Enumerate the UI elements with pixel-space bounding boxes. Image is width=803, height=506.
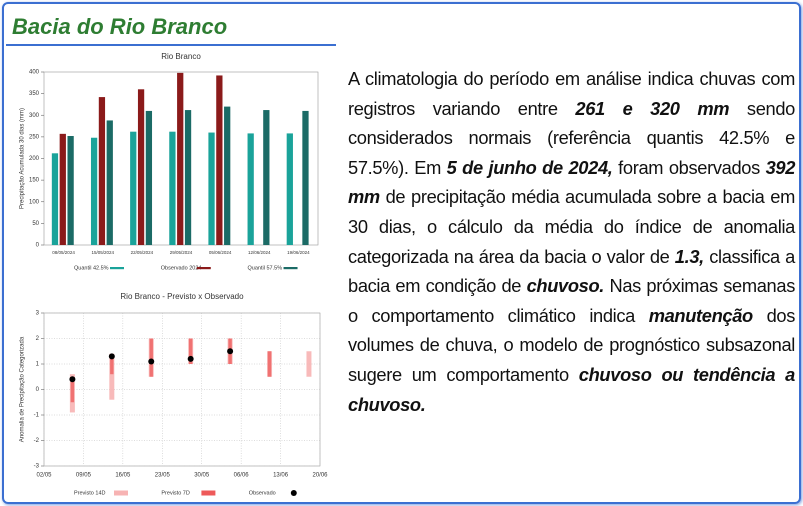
legend-label: Previsto 14D bbox=[74, 490, 106, 496]
range-bar bbox=[188, 338, 193, 364]
x-tick-label: 06/06 bbox=[234, 473, 250, 479]
emphasis: 1.3, bbox=[674, 245, 704, 267]
y-tick-label: 1 bbox=[36, 362, 40, 368]
bar bbox=[216, 75, 223, 246]
chart-title: Rio Branco - Previsto x Observado bbox=[120, 292, 244, 301]
y-tick-label: 100 bbox=[29, 199, 40, 205]
emphasis: 261 e 320 mm bbox=[575, 97, 730, 119]
x-tick-label: 23/05 bbox=[155, 473, 171, 479]
bar bbox=[67, 136, 74, 245]
legend-swatch bbox=[201, 490, 216, 496]
bar bbox=[51, 153, 59, 245]
bar bbox=[98, 97, 106, 246]
observed-point bbox=[69, 376, 76, 383]
legend-label: Previsto 7D bbox=[161, 490, 189, 496]
y-tick-label: 50 bbox=[32, 221, 39, 227]
bar bbox=[247, 133, 254, 245]
y-tick-label: 350 bbox=[29, 91, 40, 97]
range-bar bbox=[267, 351, 272, 377]
bar bbox=[224, 106, 231, 245]
range-bar bbox=[70, 376, 75, 403]
x-tick-label: 09/05 bbox=[76, 473, 92, 479]
bar bbox=[59, 133, 66, 245]
x-tick-label: 19/06/2024 bbox=[287, 250, 310, 255]
text-run: sendo considerados normais (referência q… bbox=[348, 97, 795, 178]
legend-label: Quantil 42.5% bbox=[74, 265, 109, 271]
bar bbox=[302, 110, 309, 245]
x-tick-label: 20/06 bbox=[312, 473, 328, 479]
legend-swatch bbox=[114, 490, 128, 496]
paragraph: A climatologia do período em análise ind… bbox=[348, 64, 795, 419]
bar bbox=[130, 131, 137, 245]
x-tick-label: 13/06 bbox=[273, 473, 289, 479]
x-tick-label: 05/06/2024 bbox=[209, 250, 232, 255]
x-tick-label: 29/05/2024 bbox=[170, 250, 193, 255]
y-axis-label: Precipitação Acumulada 30 dias (mm) bbox=[20, 108, 26, 209]
charts: Rio Branco Precipitação Acumulada 30 dias… bbox=[20, 52, 329, 496]
range-bar bbox=[109, 353, 115, 400]
y-tick-label: 300 bbox=[29, 113, 40, 119]
legend-label: Quantil 57.5% bbox=[248, 265, 283, 271]
legend-label: Observado bbox=[249, 490, 276, 496]
bar bbox=[90, 137, 98, 245]
bar bbox=[137, 89, 145, 245]
observed-point bbox=[108, 353, 115, 360]
bar bbox=[177, 72, 184, 246]
bar bbox=[286, 133, 293, 245]
text-run: foram observados bbox=[612, 156, 766, 178]
range-bar bbox=[110, 353, 114, 375]
legend-label: Observado 2024 bbox=[161, 265, 202, 271]
x-tick-label: 30/05 bbox=[194, 473, 210, 479]
legend-swatch bbox=[196, 267, 211, 270]
emphasis: chuvoso ou tendência a chuvoso. bbox=[348, 363, 795, 415]
text-run: A climatologia do período em análise ind… bbox=[348, 68, 795, 119]
y-tick-label: 3 bbox=[36, 311, 40, 317]
y-tick-label: 250 bbox=[29, 134, 40, 140]
emphasis: chuvoso. bbox=[526, 275, 605, 297]
emphasis: 5 de junho de 2024, bbox=[446, 156, 613, 178]
legend-swatch bbox=[110, 267, 124, 270]
x-tick-label: 16/05 bbox=[115, 473, 131, 479]
y-tick-label: -1 bbox=[34, 413, 40, 419]
emphasis: manutenção bbox=[648, 304, 754, 326]
bar bbox=[208, 132, 215, 245]
chart-title: Rio Branco bbox=[161, 52, 201, 61]
observed-point bbox=[148, 358, 155, 365]
legend-swatch bbox=[290, 490, 297, 496]
bar bbox=[145, 110, 153, 245]
y-tick-label: 0 bbox=[36, 243, 40, 249]
y-tick-label: 0 bbox=[36, 387, 40, 393]
y-tick-label: 2 bbox=[36, 336, 40, 342]
bar bbox=[263, 110, 270, 245]
x-tick-label: 22/05/2024 bbox=[131, 250, 154, 255]
y-tick-label: 150 bbox=[29, 178, 40, 184]
x-tick-label: 02/05 bbox=[36, 473, 52, 479]
legend-swatch bbox=[283, 267, 298, 270]
range-bar bbox=[149, 338, 153, 377]
x-tick-label: 08/05/2024 bbox=[52, 250, 75, 255]
y-tick-label: 400 bbox=[29, 70, 40, 76]
page-title: Bacia do Rio Branco bbox=[12, 14, 228, 39]
observed-point bbox=[227, 348, 234, 355]
text-run: Nas próximas semanas o comportamento cli… bbox=[348, 275, 795, 326]
text-run: classifica a bacia em condição de bbox=[348, 245, 795, 297]
y-tick-label: 200 bbox=[29, 156, 40, 162]
y-tick-label: -3 bbox=[34, 464, 40, 470]
x-tick-label: 15/05/2024 bbox=[91, 250, 114, 255]
text-run: dos volumes de chuva, o modelo de prognó… bbox=[348, 304, 795, 385]
bar bbox=[169, 131, 176, 245]
range-bar bbox=[306, 351, 312, 377]
bar bbox=[184, 110, 192, 245]
title-rule bbox=[6, 44, 336, 46]
bar bbox=[106, 120, 113, 245]
y-tick-label: -2 bbox=[34, 438, 40, 444]
y-axis-label: Anomalia de Precipitação Categorizada bbox=[20, 336, 26, 442]
emphasis: 392 mm bbox=[348, 156, 796, 208]
x-tick-label: 12/06/2024 bbox=[248, 250, 271, 255]
observed-point bbox=[187, 355, 194, 362]
text-run: de precipitação média acumulada sobre a … bbox=[348, 186, 795, 267]
